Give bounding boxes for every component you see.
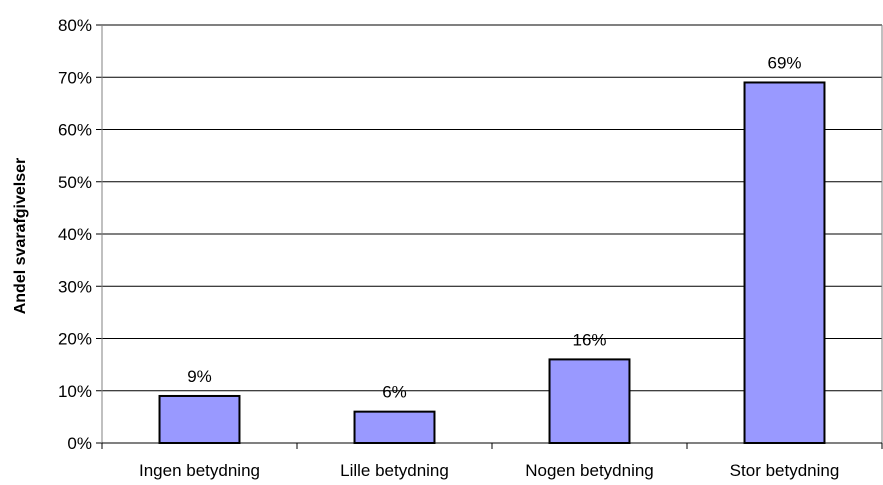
x-tick-label: Nogen betydning (525, 461, 654, 480)
data-label: 9% (187, 367, 212, 386)
bar (353, 410, 436, 444)
bar (548, 358, 631, 444)
data-labels: 9% 6% 16% 69% (187, 53, 801, 401)
y-tick-label: 30% (58, 277, 92, 296)
y-tick-label: 70% (58, 68, 92, 87)
bar (158, 394, 241, 445)
y-tick-label: 80% (58, 16, 92, 35)
y-tick-label: 50% (58, 173, 92, 192)
data-label: 69% (767, 53, 801, 72)
bars (158, 81, 826, 445)
y-axis-title: Andel svarafgivelser (12, 158, 29, 315)
x-tick-label: Stor betydning (730, 461, 840, 480)
y-tick-label: 20% (58, 330, 92, 349)
bar (743, 81, 826, 444)
x-axis-tick-labels: Ingen betydning Lille betydning Nogen bety… (139, 461, 839, 480)
axes (96, 24, 883, 449)
y-tick-label: 10% (58, 382, 92, 401)
data-label: 16% (572, 330, 606, 349)
x-tick-label: Lille betydning (340, 461, 449, 480)
x-tick-label: Ingen betydning (139, 461, 260, 480)
data-label: 6% (382, 383, 407, 402)
y-tick-label: 40% (58, 225, 92, 244)
gridlines (102, 24, 882, 392)
y-tick-label: 60% (58, 121, 92, 140)
y-tick-label: 0% (67, 434, 92, 453)
y-axis-tick-labels: 0% 10% 20% 30% 40% 50% 60% 70% 80% (58, 16, 92, 453)
